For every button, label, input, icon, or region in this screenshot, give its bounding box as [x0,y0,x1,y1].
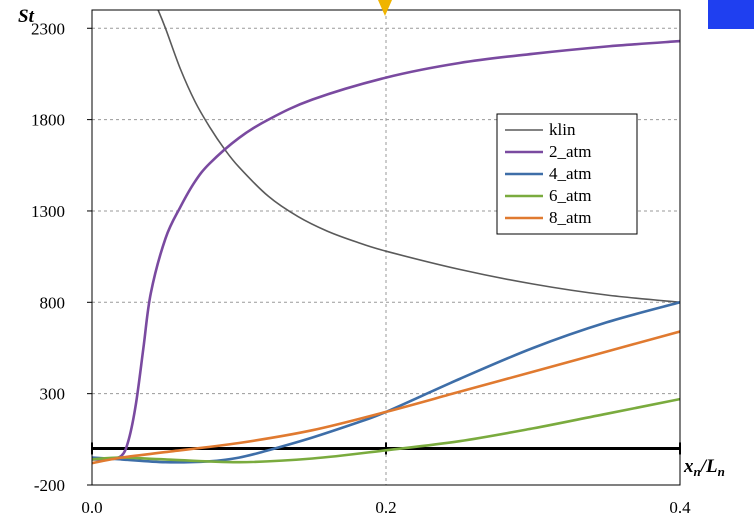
x-axis-title-x: x [683,456,694,477]
y-tick-label: 1300 [31,202,65,221]
x-tick-label: 0.4 [669,498,691,517]
x-axis-ticks: 0.0 0.2 0.4 [81,498,691,517]
series-line-8-atm [92,330,680,465]
top-marker-icon [378,0,392,16]
y-axis-ticks: -200 300 800 1300 1800 2300 [31,19,92,495]
y-tick-label: 1800 [31,111,65,130]
zero-line [91,442,681,455]
corner-box [708,0,754,29]
legend-label-2-atm: 2_atm [549,142,592,161]
y-tick-label: -200 [34,476,65,495]
x-axis-title-slash: /L [699,456,718,477]
grid [92,10,680,485]
x-axis-title: xn/Ln [683,456,725,479]
y-axis-title: St [18,6,35,27]
series-line-2-atm [92,39,680,461]
legend-label-klin: klin [549,120,576,139]
legend-label-6-atm: 6_atm [549,186,592,205]
series-line-klin [157,10,680,304]
legend-label-4-atm: 4_atm [549,164,592,183]
series-line-4-atm [92,301,680,464]
y-tick-label: 800 [40,293,66,312]
y-tick-label: 2300 [31,19,65,38]
x-axis-title-sub1: n [694,464,701,479]
x-axis-title-sub2: n [718,464,725,479]
x-tick-label: 0.2 [375,498,396,517]
y-tick-label: 300 [40,385,66,404]
series-layer [92,10,680,465]
legend-label-8-atm: 8_atm [549,208,592,227]
legend: klin 2_atm 4_atm 6_atm 8_atm [496,113,638,235]
x-tick-label: 0.0 [81,498,102,517]
series-line-6-atm [92,397,680,464]
